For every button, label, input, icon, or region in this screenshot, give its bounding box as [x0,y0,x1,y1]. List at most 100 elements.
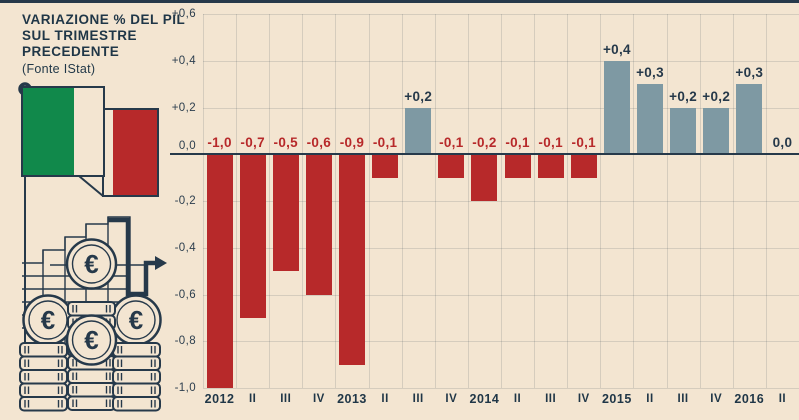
gridline-vertical [567,14,569,388]
bar-value [537,154,564,178]
x-axis-label: III [280,393,292,405]
x-axis-label: III [412,393,424,405]
gridline-horizontal [203,341,799,343]
bar-value [239,154,266,318]
gridline-horizontal [203,294,799,296]
y-axis-tick-label: 0,0 [178,140,196,153]
bar-value-label: -0,6 [306,135,332,151]
bar-value-label: +0,4 [602,41,631,57]
x-axis-label: 2014 [469,392,500,406]
bar-value-label: -0,9 [339,135,365,151]
gridline-horizontal [203,247,799,249]
x-axis-label: 2015 [601,392,632,406]
bar-value-label: -0,2 [472,135,497,151]
italy-economy-illustration: € [18,82,167,412]
gridline-vertical [368,14,370,388]
gridline-horizontal [203,388,799,389]
x-axis-label: II [513,393,522,405]
x-axis-label: IV [312,393,325,405]
gridline-vertical [501,14,502,388]
gridline-vertical [434,14,436,388]
bar-value-label: -0,1 [372,135,398,151]
bar-value-label: +0,2 [404,88,433,104]
gridline-horizontal [203,107,799,109]
bar-value-label: +0,2 [702,88,731,104]
bar-value-label: -0,1 [439,135,464,151]
gridline-vertical [335,14,337,388]
bar-value [736,84,763,155]
gridline-vertical [765,14,767,388]
gridline-vertical [236,14,238,388]
y-axis-tick-label: -0,8 [174,335,196,348]
bar-value [305,154,332,295]
bar-value [637,84,663,155]
y-axis-tick-label: +0,2 [171,101,196,114]
gridline-horizontal [203,60,799,62]
gridline-vertical [534,14,536,388]
bar-value-label: +0,3 [636,65,664,81]
x-axis-label: II [646,393,654,405]
chart-title-line: PRECEDENTE [22,44,120,59]
gridline-vertical [732,14,734,388]
bar-value [372,154,399,178]
gridline-vertical [401,14,403,388]
bar-value-label: -0,1 [571,135,596,151]
bar-value-label: +0,3 [735,65,764,81]
x-axis-label: 2016 [734,392,765,406]
y-axis-tick-label: -0,6 [174,288,196,301]
gridline-vertical [666,14,668,388]
y-axis-tick-label: -1,0 [174,382,196,394]
bar-value [570,154,597,178]
bar-value-label: -0,5 [273,135,298,151]
bar-value [603,60,630,155]
bar-value-label: -1,0 [207,135,232,151]
top-border [0,0,799,3]
x-axis-label: II [381,393,389,405]
x-axis-label: II [248,393,257,405]
x-axis-label: IV [445,393,458,405]
chart-title-block: VARIAZIONE % DEL PIL SUL TRIMESTRE PRECE… [22,12,212,77]
gridline-horizontal [203,14,799,15]
zero-axis-line [170,153,799,156]
gridline-horizontal [203,201,799,202]
y-axis-tick-label: -0,2 [174,195,196,207]
bar-value [272,154,299,272]
chart-title-line: SUL TRIMESTRE [22,28,138,43]
bar-value [670,107,697,155]
gridline-vertical [203,14,204,388]
y-axis-tick-label: +0,4 [171,54,196,67]
x-axis-label: II [778,393,787,405]
growth-arrow-icon [108,217,167,297]
y-axis-tick-label: -0,4 [174,241,196,254]
x-axis-label: IV [710,393,723,405]
gridline-vertical [633,14,635,388]
bar-value-label: -0,1 [505,135,530,151]
bar-value-label: -0,7 [240,135,265,151]
bar-value [703,107,730,155]
x-axis-label: 2012 [204,392,235,406]
bar-value [504,154,531,178]
gridline-vertical [467,14,469,388]
x-axis-label: III [677,393,689,405]
gridline-vertical [302,14,304,388]
chart-source: (Fonte IStat) [22,62,96,76]
bar-value [471,154,498,201]
bar-value-label: +0,2 [669,88,698,104]
bar-value [339,154,365,365]
gridline-vertical [699,14,701,388]
gridline-vertical [600,14,602,388]
bar-value [206,154,233,388]
y-axis-tick-label: +0,6 [171,8,196,20]
bar-value-label: 0,0 [772,135,793,151]
bar-value [438,154,465,178]
gridline-vertical [269,14,271,388]
chart-title-line: VARIAZIONE % DEL PIL [22,12,186,27]
x-axis-label: IV [577,393,590,405]
bar-value [405,107,432,155]
x-axis-label: 2013 [337,392,367,406]
italian-flag-icon [21,86,159,197]
x-axis-label: III [545,393,557,405]
bar-value-label: -0,1 [538,135,563,151]
